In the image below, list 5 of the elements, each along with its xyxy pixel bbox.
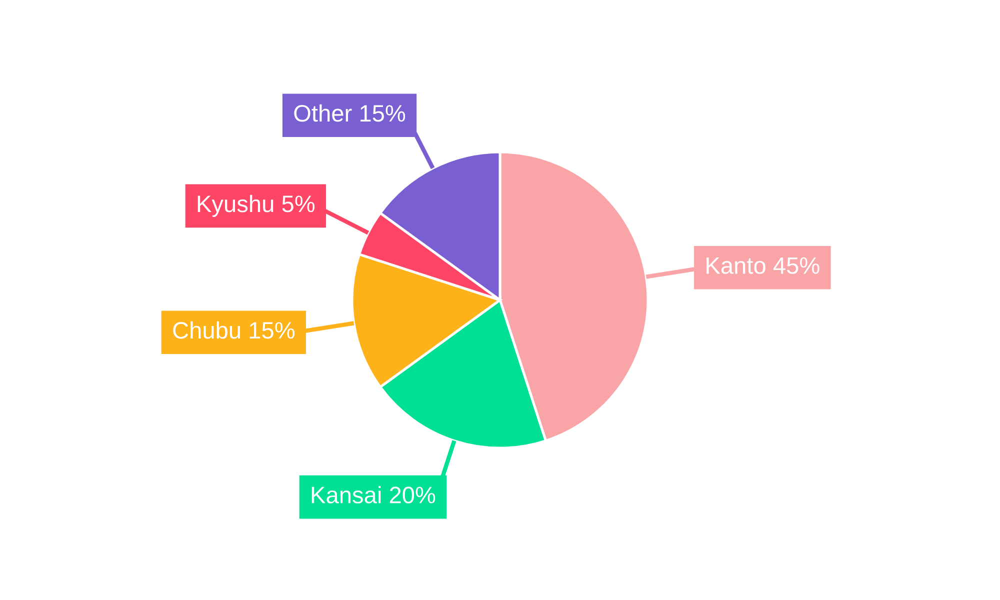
slice-label: Other 15% [294,104,406,122]
slice-label: Kyushu 5% [198,194,315,217]
slice-label: Kansai 20% [312,486,436,504]
slice-label: Chubu 15% [173,321,295,339]
slice-label: Kanto 45% [706,257,820,274]
